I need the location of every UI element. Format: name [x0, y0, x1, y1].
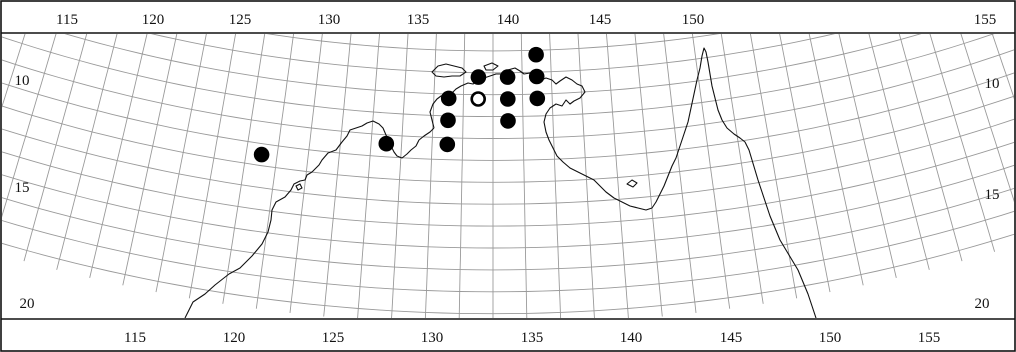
parallel-line: [2, 118, 1014, 205]
meridian-line: [720, 34, 764, 304]
parallel-line: [2, 34, 995, 118]
record-marker: [529, 90, 546, 107]
bottom-lon-label: 150: [819, 330, 842, 346]
meridian-line: [23, 34, 88, 262]
meridian-line: [929, 34, 996, 252]
right-lat-label: 15: [985, 187, 1000, 203]
record-marker: [500, 91, 516, 107]
bottom-lon-label: 125: [322, 330, 345, 346]
bottom-longitude-labels: 115 120 125 130 135 140 145 150 155: [124, 330, 940, 346]
record-marker: [440, 90, 457, 107]
meridian-line: [122, 34, 178, 286]
top-lon-label: 130: [318, 12, 341, 28]
meridian-line: [663, 34, 697, 313]
top-lon-label: 120: [142, 12, 165, 28]
meridian-line: [838, 34, 897, 279]
bottom-lon-label: 120: [223, 330, 246, 346]
open-record-marker: [470, 91, 487, 107]
parallel-line: [150, 34, 836, 74]
parallel-line: [2, 95, 1014, 183]
left-latitude-labels: 10 15 20: [15, 73, 35, 312]
island-small-north: [483, 62, 499, 71]
parallel-line: [64, 34, 922, 96]
island-melville: [431, 63, 467, 78]
island-groote: [626, 179, 638, 188]
parallel-line: [2, 164, 1014, 249]
bottom-lon-label: 140: [620, 330, 643, 346]
right-latitude-labels: 10 15 20: [975, 76, 1000, 312]
parallel-line: [2, 210, 1014, 293]
right-lat-label: 10: [985, 76, 1000, 92]
bottom-lon-label: 135: [521, 330, 544, 346]
meridian-line: [155, 34, 207, 293]
meridian-line: [357, 34, 380, 318]
parallel-line: [2, 141, 1014, 227]
graticule: [0, 0, 1016, 318]
meridian-line: [520, 34, 528, 318]
meridian-line: [255, 34, 295, 309]
meridian-line: [749, 34, 798, 299]
meridian-line: [1002, 0, 1016, 208]
top-lon-label: 145: [589, 12, 612, 28]
record-marker: [378, 135, 395, 152]
bottom-lon-label: 130: [421, 330, 444, 346]
meridian-line: [2, 34, 57, 218]
record-marker: [470, 69, 487, 85]
parallel-line: [2, 72, 1014, 161]
meridian-line: [0, 0, 36, 231]
parallel-line: [2, 187, 1014, 271]
island-kimberley-coast: [295, 183, 303, 191]
meridian-line: [391, 34, 409, 318]
meridian-line: [868, 34, 930, 270]
left-lat-label: 20: [20, 296, 35, 312]
meridian-line: [289, 34, 323, 313]
top-lon-label: 115: [56, 12, 78, 28]
meridian-line: [779, 34, 831, 293]
coastline-west-kimberley: [184, 120, 435, 318]
meridian-line: [898, 34, 963, 262]
meridian-line: [549, 34, 562, 318]
meridian-line: [56, 34, 118, 270]
meridian-line: [960, 34, 1014, 203]
top-lon-label: 125: [229, 12, 252, 28]
parallel-line: [2, 49, 1014, 139]
left-lat-label: 15: [15, 180, 30, 196]
bottom-lon-label: 155: [918, 330, 941, 346]
top-lon-label: 155: [974, 12, 997, 28]
meridian-line: [634, 34, 663, 317]
record-marker: [500, 113, 516, 129]
record-marker: [528, 46, 544, 63]
top-lon-label: 135: [407, 12, 430, 28]
record-marker: [439, 136, 456, 153]
meridian-line: [222, 34, 266, 304]
meridian-line: [808, 34, 864, 286]
top-longitude-labels: 115 120 125 130 135 140 145 150 155: [56, 12, 996, 28]
meridian-line: [2, 34, 26, 108]
record-marker: [528, 68, 545, 85]
meridian-line: [691, 34, 731, 309]
record-marker: [253, 146, 270, 163]
parallel-line: [2, 233, 1014, 315]
meridian-line: [458, 34, 466, 318]
meridian-line: [424, 34, 437, 318]
top-lon-label: 150: [682, 12, 705, 28]
right-lat-label: 20: [975, 296, 990, 312]
bottom-lon-label: 115: [124, 330, 146, 346]
meridian-line: [577, 34, 595, 318]
left-lat-label: 10: [15, 73, 30, 89]
meridian-line: [89, 34, 148, 279]
bottom-lon-label: 145: [720, 330, 743, 346]
top-lon-label: 140: [497, 12, 520, 28]
parallel-line: [266, 34, 720, 52]
record-marker: [440, 112, 456, 129]
record-marker: [499, 69, 516, 85]
meridian-line: [991, 34, 1014, 100]
occurrence-records: [253, 46, 546, 163]
meridian-line: [606, 34, 629, 318]
coastline: [184, 47, 817, 318]
meridian-line: [323, 34, 352, 317]
meridian-line: [188, 34, 237, 299]
